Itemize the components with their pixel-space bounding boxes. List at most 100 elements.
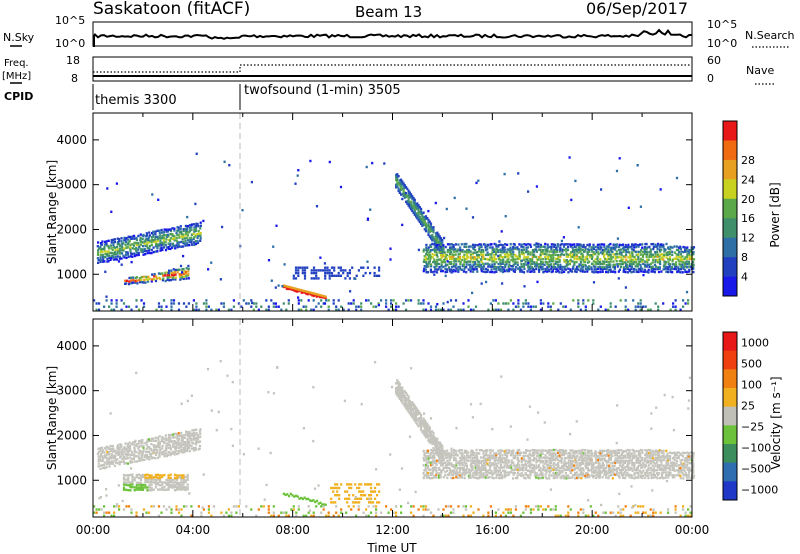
data-cell bbox=[170, 305, 173, 308]
data-cell bbox=[407, 395, 410, 398]
data-cell bbox=[433, 243, 436, 246]
data-cell bbox=[134, 242, 138, 245]
data-cell bbox=[576, 243, 579, 246]
data-cell bbox=[603, 454, 606, 457]
data-cell bbox=[635, 270, 638, 273]
data-cell bbox=[635, 263, 638, 266]
data-cell bbox=[195, 441, 198, 444]
data-cell bbox=[176, 452, 179, 456]
data-cell bbox=[494, 458, 497, 462]
data-cell bbox=[470, 451, 473, 454]
data-cell bbox=[401, 396, 404, 399]
data-cell bbox=[494, 308, 497, 311]
data-cell bbox=[454, 454, 457, 457]
data-cell bbox=[627, 462, 630, 465]
data-cell bbox=[656, 464, 659, 467]
data-cell bbox=[625, 253, 628, 257]
data-cell bbox=[527, 243, 530, 246]
data-cell bbox=[118, 238, 121, 241]
data-cell bbox=[474, 454, 477, 457]
freq-tick-bottom: 8 bbox=[71, 72, 78, 85]
data-cell bbox=[118, 250, 121, 253]
data-cell bbox=[286, 493, 289, 496]
data-cell bbox=[454, 265, 457, 268]
data-cell bbox=[144, 473, 147, 477]
data-cell bbox=[110, 457, 113, 460]
data-cell bbox=[586, 253, 589, 256]
data-cell bbox=[323, 295, 326, 298]
data-cell bbox=[435, 472, 438, 475]
data-cell bbox=[654, 255, 657, 258]
data-cell bbox=[115, 299, 118, 302]
data-cell bbox=[395, 176, 398, 179]
data-cell bbox=[396, 180, 399, 183]
data-cell bbox=[297, 299, 300, 302]
data-cell bbox=[417, 425, 420, 428]
data-cell bbox=[531, 459, 535, 462]
data-cell bbox=[148, 486, 151, 489]
data-cell bbox=[526, 263, 529, 266]
data-cell bbox=[389, 247, 392, 250]
data-cell bbox=[675, 451, 678, 455]
data-cell bbox=[560, 453, 564, 457]
data-cell bbox=[569, 461, 572, 464]
data-cell bbox=[332, 302, 335, 305]
data-cell bbox=[612, 461, 615, 464]
data-cell bbox=[627, 243, 630, 247]
data-cell bbox=[193, 243, 196, 246]
data-cell bbox=[146, 242, 149, 245]
data-cell bbox=[125, 241, 128, 244]
data-cell bbox=[510, 265, 513, 268]
data-cell bbox=[651, 253, 654, 257]
data-cell bbox=[162, 246, 165, 249]
data-cell bbox=[431, 435, 434, 438]
data-cell bbox=[158, 435, 161, 438]
data-cell bbox=[631, 463, 634, 467]
data-cell bbox=[677, 258, 680, 261]
data-cell bbox=[533, 248, 536, 251]
data-cell bbox=[145, 278, 148, 281]
data-cell bbox=[152, 481, 155, 484]
data-cell bbox=[578, 473, 581, 476]
data-cell bbox=[161, 453, 164, 456]
data-cell bbox=[577, 268, 580, 271]
data-cell bbox=[100, 248, 103, 251]
data-cell bbox=[167, 443, 170, 447]
data-cell bbox=[344, 269, 347, 272]
data-cell bbox=[646, 459, 649, 462]
data-cell bbox=[554, 457, 557, 460]
data-cell bbox=[646, 474, 649, 477]
data-cell bbox=[518, 243, 521, 246]
data-cell bbox=[607, 245, 610, 249]
data-cell bbox=[104, 250, 107, 253]
data-cell bbox=[571, 462, 574, 465]
data-cell bbox=[477, 250, 481, 253]
data-cell bbox=[497, 473, 500, 477]
data-cell bbox=[169, 448, 173, 451]
data-cell bbox=[390, 299, 393, 302]
data-cell bbox=[130, 461, 134, 464]
data-cell bbox=[497, 471, 500, 474]
data-cell bbox=[146, 246, 149, 249]
data-cell bbox=[500, 230, 503, 233]
data-cell bbox=[557, 308, 560, 311]
data-cell bbox=[607, 250, 611, 254]
data-cell bbox=[131, 281, 134, 284]
data-cell bbox=[654, 302, 657, 305]
data-cell bbox=[141, 248, 144, 251]
data-cell bbox=[544, 267, 547, 271]
data-cell bbox=[613, 464, 616, 467]
data-cell bbox=[639, 268, 642, 271]
data-cell bbox=[222, 302, 225, 305]
data-cell bbox=[584, 305, 587, 308]
data-cell bbox=[574, 179, 577, 183]
data-cell bbox=[97, 251, 100, 254]
data-cell bbox=[397, 383, 400, 386]
data-cell bbox=[440, 263, 443, 266]
data-cell bbox=[669, 471, 672, 474]
data-cell bbox=[630, 467, 633, 470]
data-cell bbox=[580, 467, 583, 470]
data-cell bbox=[449, 454, 452, 457]
data-cell bbox=[129, 473, 132, 477]
